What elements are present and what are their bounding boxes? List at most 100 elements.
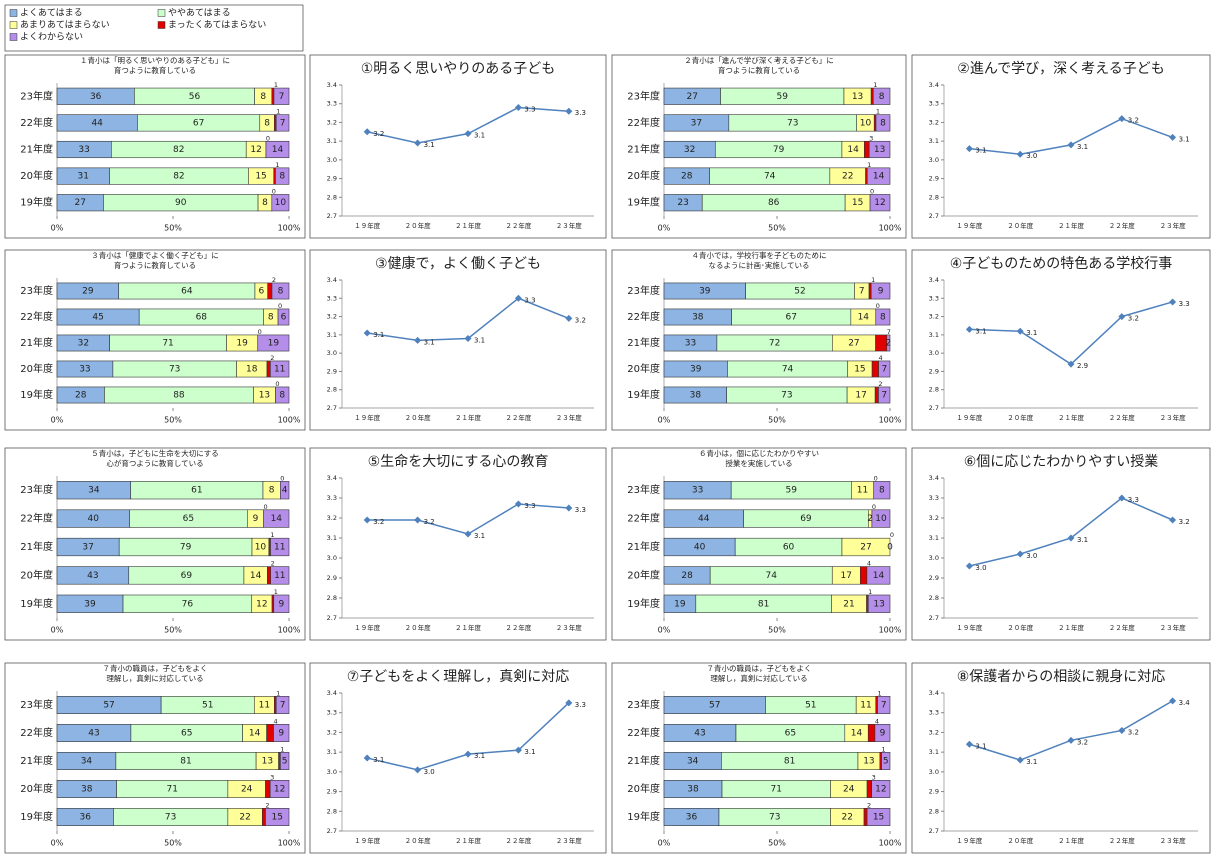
x-tick-label: 100%: [879, 416, 902, 425]
chart-title: ４青小では，学校行事を子どものために: [692, 250, 827, 260]
data-label: 43: [87, 571, 98, 581]
x-tick-label: ２１年度: [1058, 413, 1085, 422]
data-label: 13: [259, 391, 270, 401]
y-tick-label: 3.3: [929, 294, 939, 302]
bar-segment: [868, 140, 891, 159]
data-label: 3.3: [524, 105, 535, 113]
y-tick-label: 3.0: [327, 768, 337, 776]
x-tick-label: １９年度: [956, 221, 983, 230]
legend-swatch: [9, 21, 18, 29]
data-label: 4: [273, 717, 277, 725]
y-tick-label: 2.9: [327, 367, 337, 375]
chart-title: なるように計画･実施している: [708, 260, 809, 270]
data-label: 8: [262, 198, 268, 208]
y-tick-label: 3.2: [929, 118, 939, 126]
data-label: 43: [694, 729, 705, 739]
data-label: 39: [84, 599, 96, 609]
y-tick-label: 23年度: [20, 698, 53, 711]
data-label: 3.2: [575, 316, 586, 324]
data-label: 14: [271, 514, 283, 524]
marker: [464, 130, 472, 138]
data-label: 12: [875, 785, 886, 795]
data-label: 3.1: [373, 756, 384, 764]
bar-segment: [881, 752, 891, 770]
chart-panel: [309, 447, 607, 641]
marker: [1118, 726, 1126, 734]
data-label: 15: [854, 365, 865, 375]
y-tick-label: 23年度: [627, 284, 660, 297]
data-label: 12: [256, 599, 267, 609]
chart-title: 授業を実施している: [725, 458, 792, 468]
data-label: 61: [191, 486, 202, 496]
chart-title: 育つように教育している: [114, 260, 196, 270]
x-tick-label: ２２年度: [1109, 836, 1136, 845]
x-tick-label: ２１年度: [1058, 221, 1085, 230]
y-tick-label: 23年度: [627, 698, 660, 711]
chart-title: １青小は「明るく思いやりのある子ども」に: [80, 55, 230, 65]
x-tick-label: ２２年度: [505, 623, 532, 632]
marker: [514, 746, 522, 754]
chart-title: ⑦子どもをよく理解し，真剣に対応: [347, 669, 570, 685]
y-tick-label: 2.9: [327, 788, 337, 796]
y-tick-label: 19年度: [20, 597, 53, 610]
data-label: 3: [270, 773, 274, 781]
y-tick-label: 2.8: [327, 594, 337, 602]
x-tick-label: ２２年度: [1109, 413, 1136, 422]
chart-title: 理解し，真剣に対応している: [106, 673, 203, 683]
y-tick-label: 22年度: [627, 116, 660, 129]
data-label: 3.1: [1179, 135, 1190, 143]
x-tick-label: ２３年度: [556, 623, 583, 632]
y-tick-label: 22年度: [627, 512, 660, 525]
y-tick-label: 3.2: [327, 118, 337, 126]
data-label: 44: [698, 514, 710, 524]
y-tick-label: 20年度: [20, 568, 53, 581]
bar-segment: [867, 724, 876, 742]
data-label: 81: [758, 599, 769, 609]
data-label: 73: [769, 813, 780, 823]
data-label: 28: [681, 571, 693, 581]
chart-title: ６青小は，個に応じたわかりやすい: [699, 448, 819, 458]
data-label: 14: [847, 145, 859, 155]
y-tick-label: 3.3: [327, 494, 337, 502]
data-label: 2: [271, 560, 275, 568]
data-label: 86: [768, 198, 780, 208]
bar-segment: [867, 594, 891, 613]
chart-panel: [309, 249, 607, 431]
chart-title: 育つように教育している: [718, 65, 800, 75]
data-label: 3.1: [474, 532, 485, 540]
x-tick-label: 100%: [879, 224, 902, 233]
data-label: 36: [90, 92, 102, 102]
legend-label: ややあてはまる: [168, 8, 231, 19]
data-label: 8: [879, 486, 885, 496]
marker: [514, 294, 522, 302]
chart-title: ２青小は「進んで学び深く考える子ども」に: [684, 55, 833, 65]
chart-panel: [309, 54, 607, 239]
y-tick-label: 2.9: [929, 367, 939, 375]
bar-segment: [874, 386, 879, 404]
data-label: 3.2: [373, 518, 384, 526]
data-label: 34: [687, 757, 699, 767]
data-label: 3.1: [474, 337, 485, 345]
y-tick-label: 2.7: [929, 212, 939, 220]
data-label: 14: [873, 571, 885, 581]
data-label: 3.2: [424, 518, 435, 526]
x-tick-label: ２０年度: [405, 221, 432, 230]
data-label: 3.1: [1077, 143, 1088, 151]
data-label: 10: [275, 198, 287, 208]
y-tick-label: 3.0: [929, 349, 939, 357]
data-label: 7: [887, 328, 891, 336]
y-tick-label: 3.2: [327, 728, 337, 736]
data-label: 3.2: [1128, 117, 1139, 125]
y-tick-label: 3.1: [327, 534, 337, 542]
bar-segment: [875, 114, 891, 132]
y-tick-label: 20年度: [627, 782, 660, 795]
bar-segment: [866, 780, 872, 798]
bar-segment: [866, 167, 891, 185]
x-tick-label: 50%: [164, 416, 182, 425]
x-tick-label: １９年度: [354, 836, 381, 845]
data-label: 40: [694, 543, 706, 553]
x-tick-label: ２０年度: [1007, 836, 1034, 845]
data-label: 11: [860, 701, 871, 711]
y-tick-label: 21年度: [20, 540, 53, 553]
x-tick-label: ２０年度: [405, 413, 432, 422]
